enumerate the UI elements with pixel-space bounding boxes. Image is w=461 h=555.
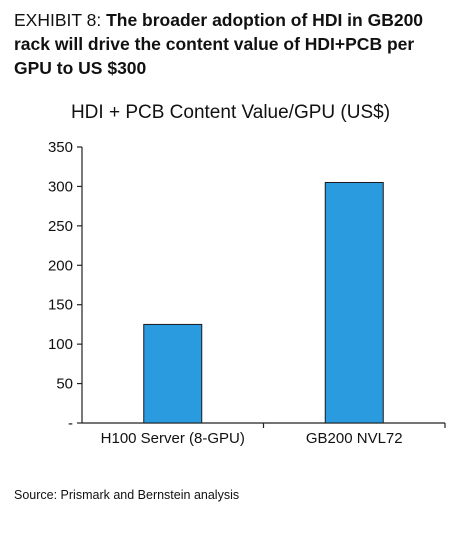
y-tick-label: - [68,415,73,432]
y-tick-label: 350 [48,139,73,156]
x-tick-label: GB200 NVL72 [306,430,403,447]
chart-title: HDI + PCB Content Value/GPU (US$) [70,102,391,123]
exhibit-headline: The broader adoption of HDI in GB200 rac… [14,10,424,78]
y-tick-label: 200 [48,257,73,274]
exhibit-heading: EXHIBIT 8: The broader adoption of HDI i… [14,8,454,80]
y-tick-label: 100 [48,336,73,353]
bar [143,323,203,424]
x-tick-label: H100 Server (8-GPU) [101,430,245,447]
source-note: Source: Prismark and Bernstein analysis [14,488,240,502]
y-tick-label: 50 [56,376,73,393]
y-tick-label: 150 [48,297,73,314]
y-tick-label: 250 [48,218,73,235]
y-tick-label: 300 [48,178,73,195]
bar [324,181,384,424]
exhibit-label: EXHIBIT 8: [14,10,107,30]
